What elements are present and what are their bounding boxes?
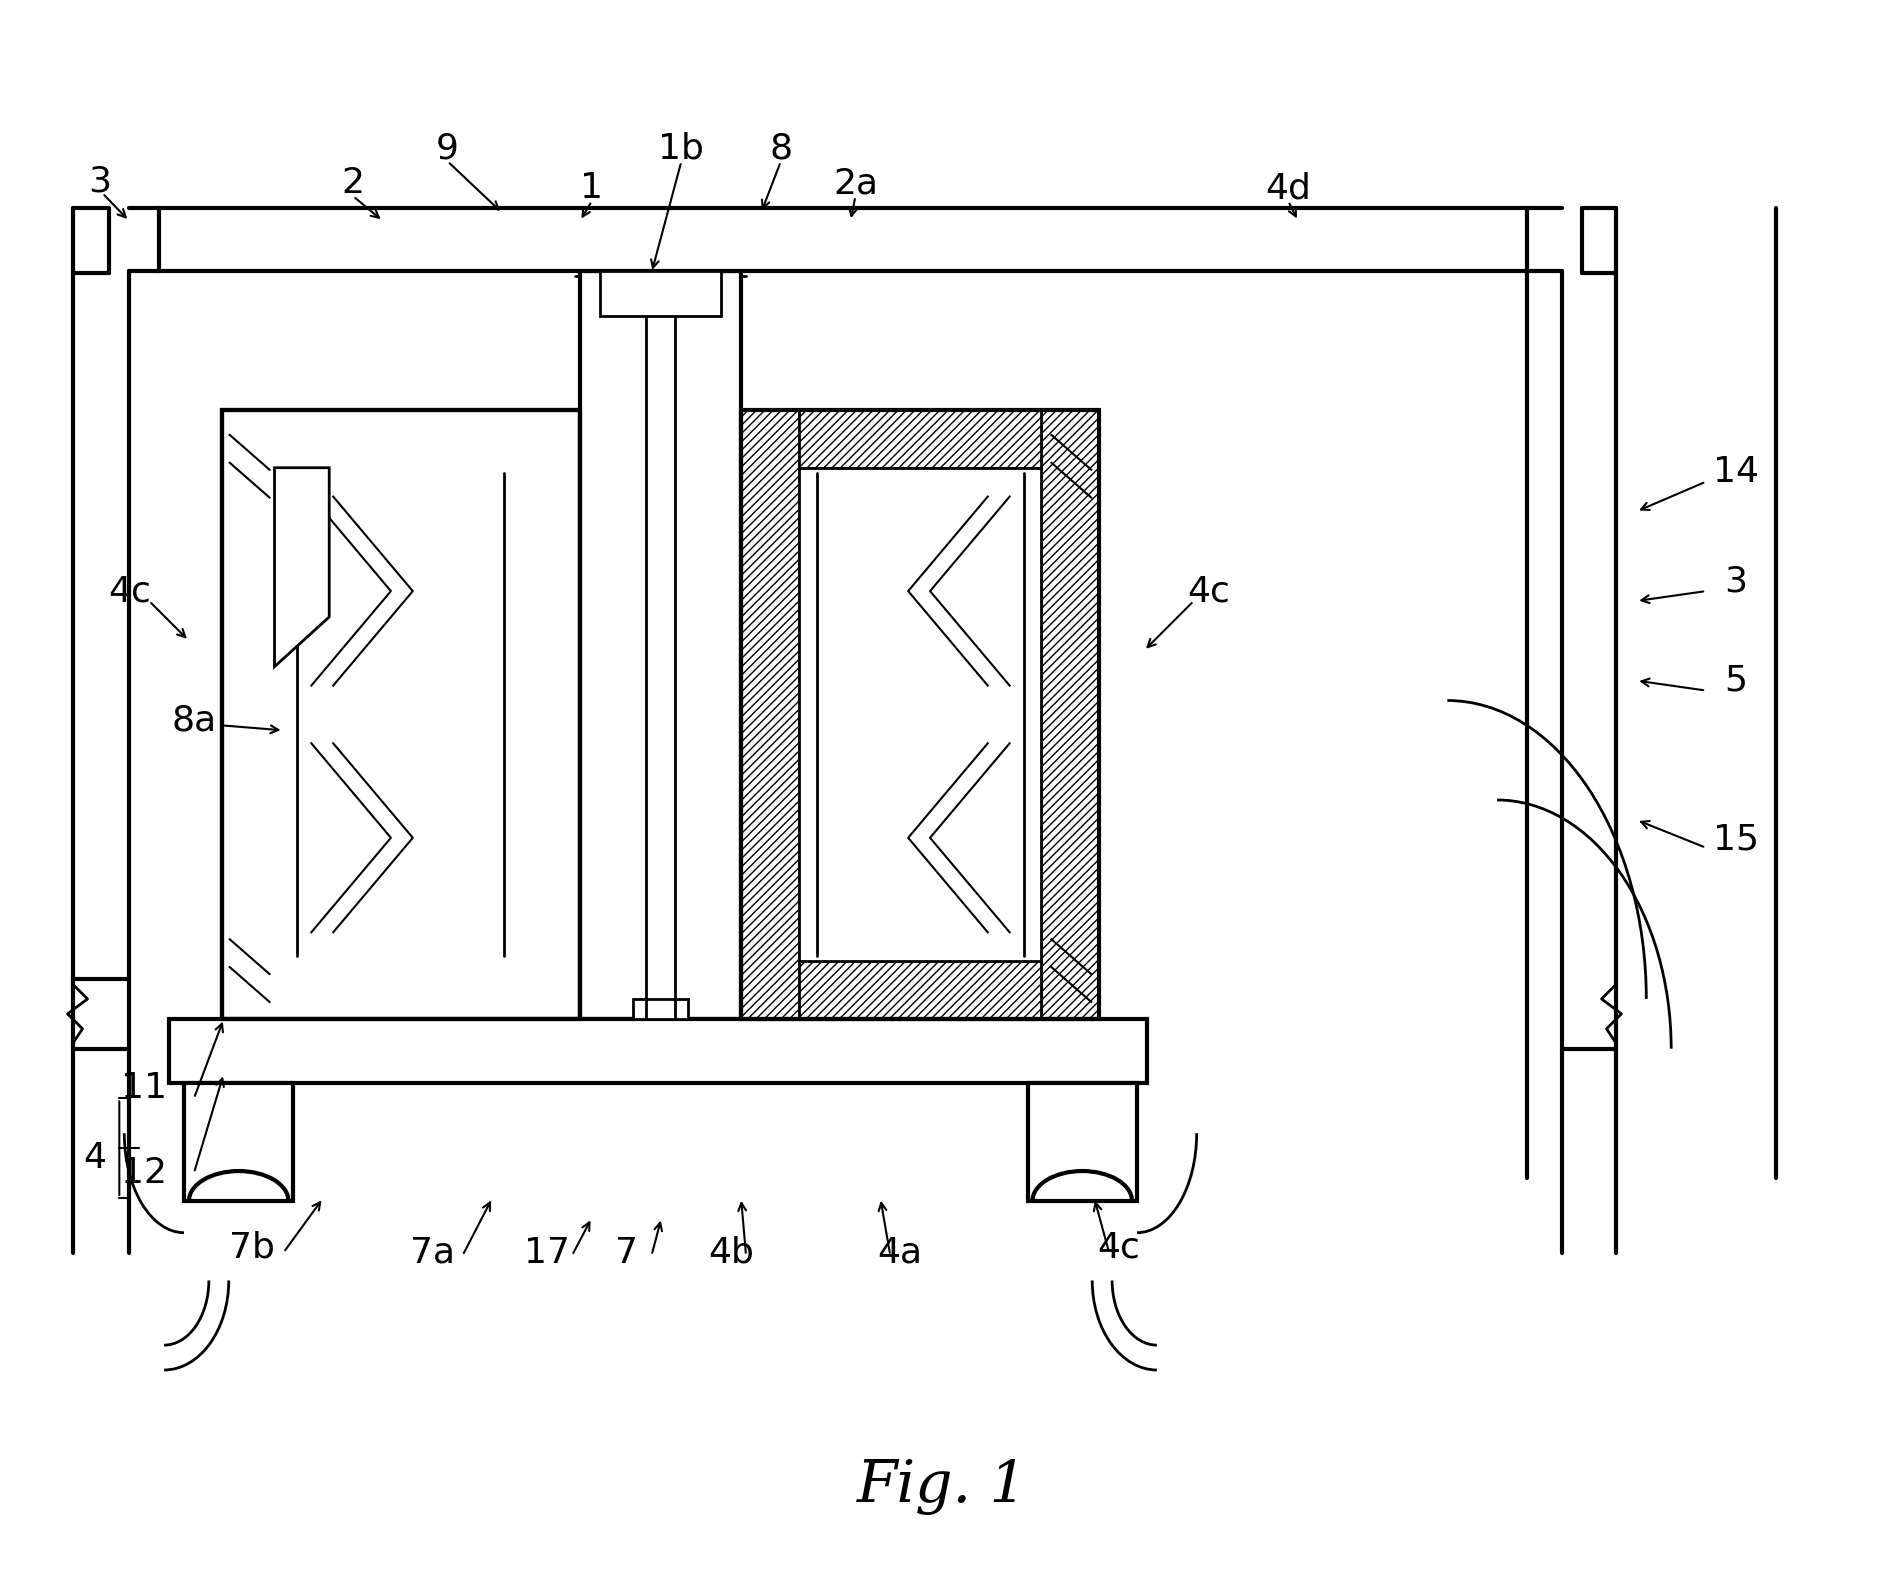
Polygon shape <box>275 467 330 667</box>
Bar <box>799 962 1042 1019</box>
Text: 4a: 4a <box>878 1236 923 1270</box>
Text: 4b: 4b <box>708 1236 754 1270</box>
Bar <box>1042 410 1098 1019</box>
Text: 4c: 4c <box>107 574 151 608</box>
Bar <box>222 410 580 1019</box>
Bar <box>222 410 580 1019</box>
Bar <box>222 410 279 1019</box>
Text: 4: 4 <box>83 1140 106 1176</box>
Bar <box>740 410 1098 1019</box>
Text: 7a: 7a <box>411 1236 456 1270</box>
Bar <box>158 207 1526 271</box>
Bar <box>279 410 522 467</box>
Text: 17: 17 <box>524 1236 571 1270</box>
Text: 3: 3 <box>89 164 111 198</box>
Text: 1: 1 <box>580 171 603 206</box>
Text: 3: 3 <box>1724 565 1746 598</box>
Text: 5: 5 <box>1724 664 1746 697</box>
Text: 7b: 7b <box>228 1231 275 1265</box>
Text: 8a: 8a <box>171 703 217 737</box>
Text: 1b: 1b <box>658 131 705 166</box>
Bar <box>522 410 580 1019</box>
Text: 2a: 2a <box>833 166 878 201</box>
Bar <box>740 410 799 1019</box>
Text: 12: 12 <box>121 1156 168 1190</box>
Text: 15: 15 <box>1713 823 1760 857</box>
Bar <box>185 1083 294 1201</box>
Bar <box>580 271 740 1019</box>
Bar <box>799 410 1042 467</box>
Bar <box>633 998 688 1019</box>
Text: 11: 11 <box>121 1072 168 1105</box>
Bar <box>170 1019 1147 1083</box>
Bar <box>279 962 522 1019</box>
Text: 4d: 4d <box>1266 171 1311 206</box>
Text: 7: 7 <box>616 1236 639 1270</box>
Bar <box>799 467 1042 962</box>
Text: 2: 2 <box>341 166 365 201</box>
Bar <box>170 1019 1147 1083</box>
Text: 14: 14 <box>1713 455 1760 488</box>
Text: 4c: 4c <box>1098 1231 1140 1265</box>
Text: 4c: 4c <box>1187 574 1230 608</box>
Bar <box>1027 1083 1136 1201</box>
Bar <box>279 467 522 962</box>
Text: 9: 9 <box>437 131 460 166</box>
Text: Fig. 1: Fig. 1 <box>857 1458 1027 1515</box>
Bar <box>599 271 722 316</box>
Text: 8: 8 <box>769 131 793 166</box>
